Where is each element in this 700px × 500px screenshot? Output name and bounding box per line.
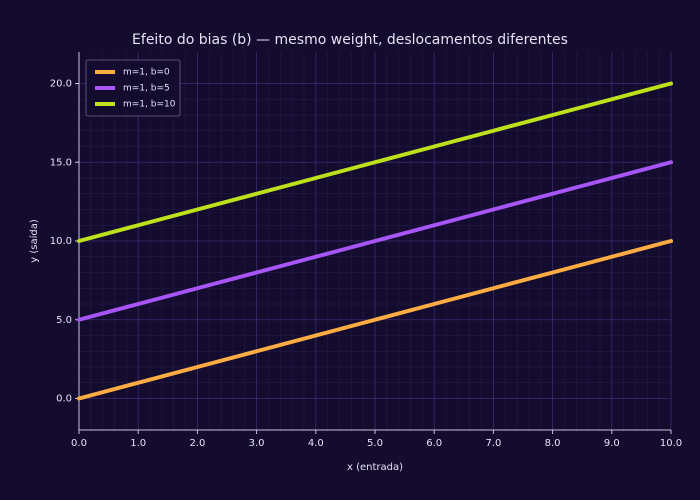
y-tick-label: 10.0 bbox=[50, 236, 72, 247]
x-tick-label: 7.0 bbox=[485, 438, 501, 449]
x-tick-label: 6.0 bbox=[426, 438, 442, 449]
legend-label: m=1, b=10 bbox=[123, 100, 176, 110]
y-tick-label: 0.0 bbox=[56, 394, 72, 405]
chart-title: Efeito do bias (b) — mesmo weight, deslo… bbox=[132, 32, 568, 48]
y-tick-label: 15.0 bbox=[50, 157, 72, 168]
legend-label: m=1, b=0 bbox=[123, 68, 170, 78]
x-tick-label: 3.0 bbox=[249, 438, 265, 449]
x-axis-label: x (entrada) bbox=[347, 462, 403, 473]
series-line bbox=[77, 239, 673, 401]
x-tick-label: 4.0 bbox=[308, 438, 324, 449]
y-axis-label: y (saída) bbox=[28, 219, 40, 263]
x-tick-label: 8.0 bbox=[545, 438, 561, 449]
x-tick-label: 2.0 bbox=[189, 438, 205, 449]
y-tick-label: 5.0 bbox=[56, 315, 72, 326]
x-tick-label: 1.0 bbox=[130, 438, 146, 449]
x-tick-label: 0.0 bbox=[71, 438, 87, 449]
series-line bbox=[77, 81, 673, 243]
legend: m=1, b=0 m=1, b=5 m=1, b=10 bbox=[85, 59, 181, 117]
x-tick-label: 9.0 bbox=[604, 438, 620, 449]
y-tick-label: 20.0 bbox=[50, 79, 72, 90]
x-tick-label: 10.0 bbox=[660, 438, 682, 449]
legend-label: m=1, b=5 bbox=[123, 84, 170, 94]
x-tick-label: 5.0 bbox=[367, 438, 383, 449]
series-line bbox=[77, 160, 673, 322]
